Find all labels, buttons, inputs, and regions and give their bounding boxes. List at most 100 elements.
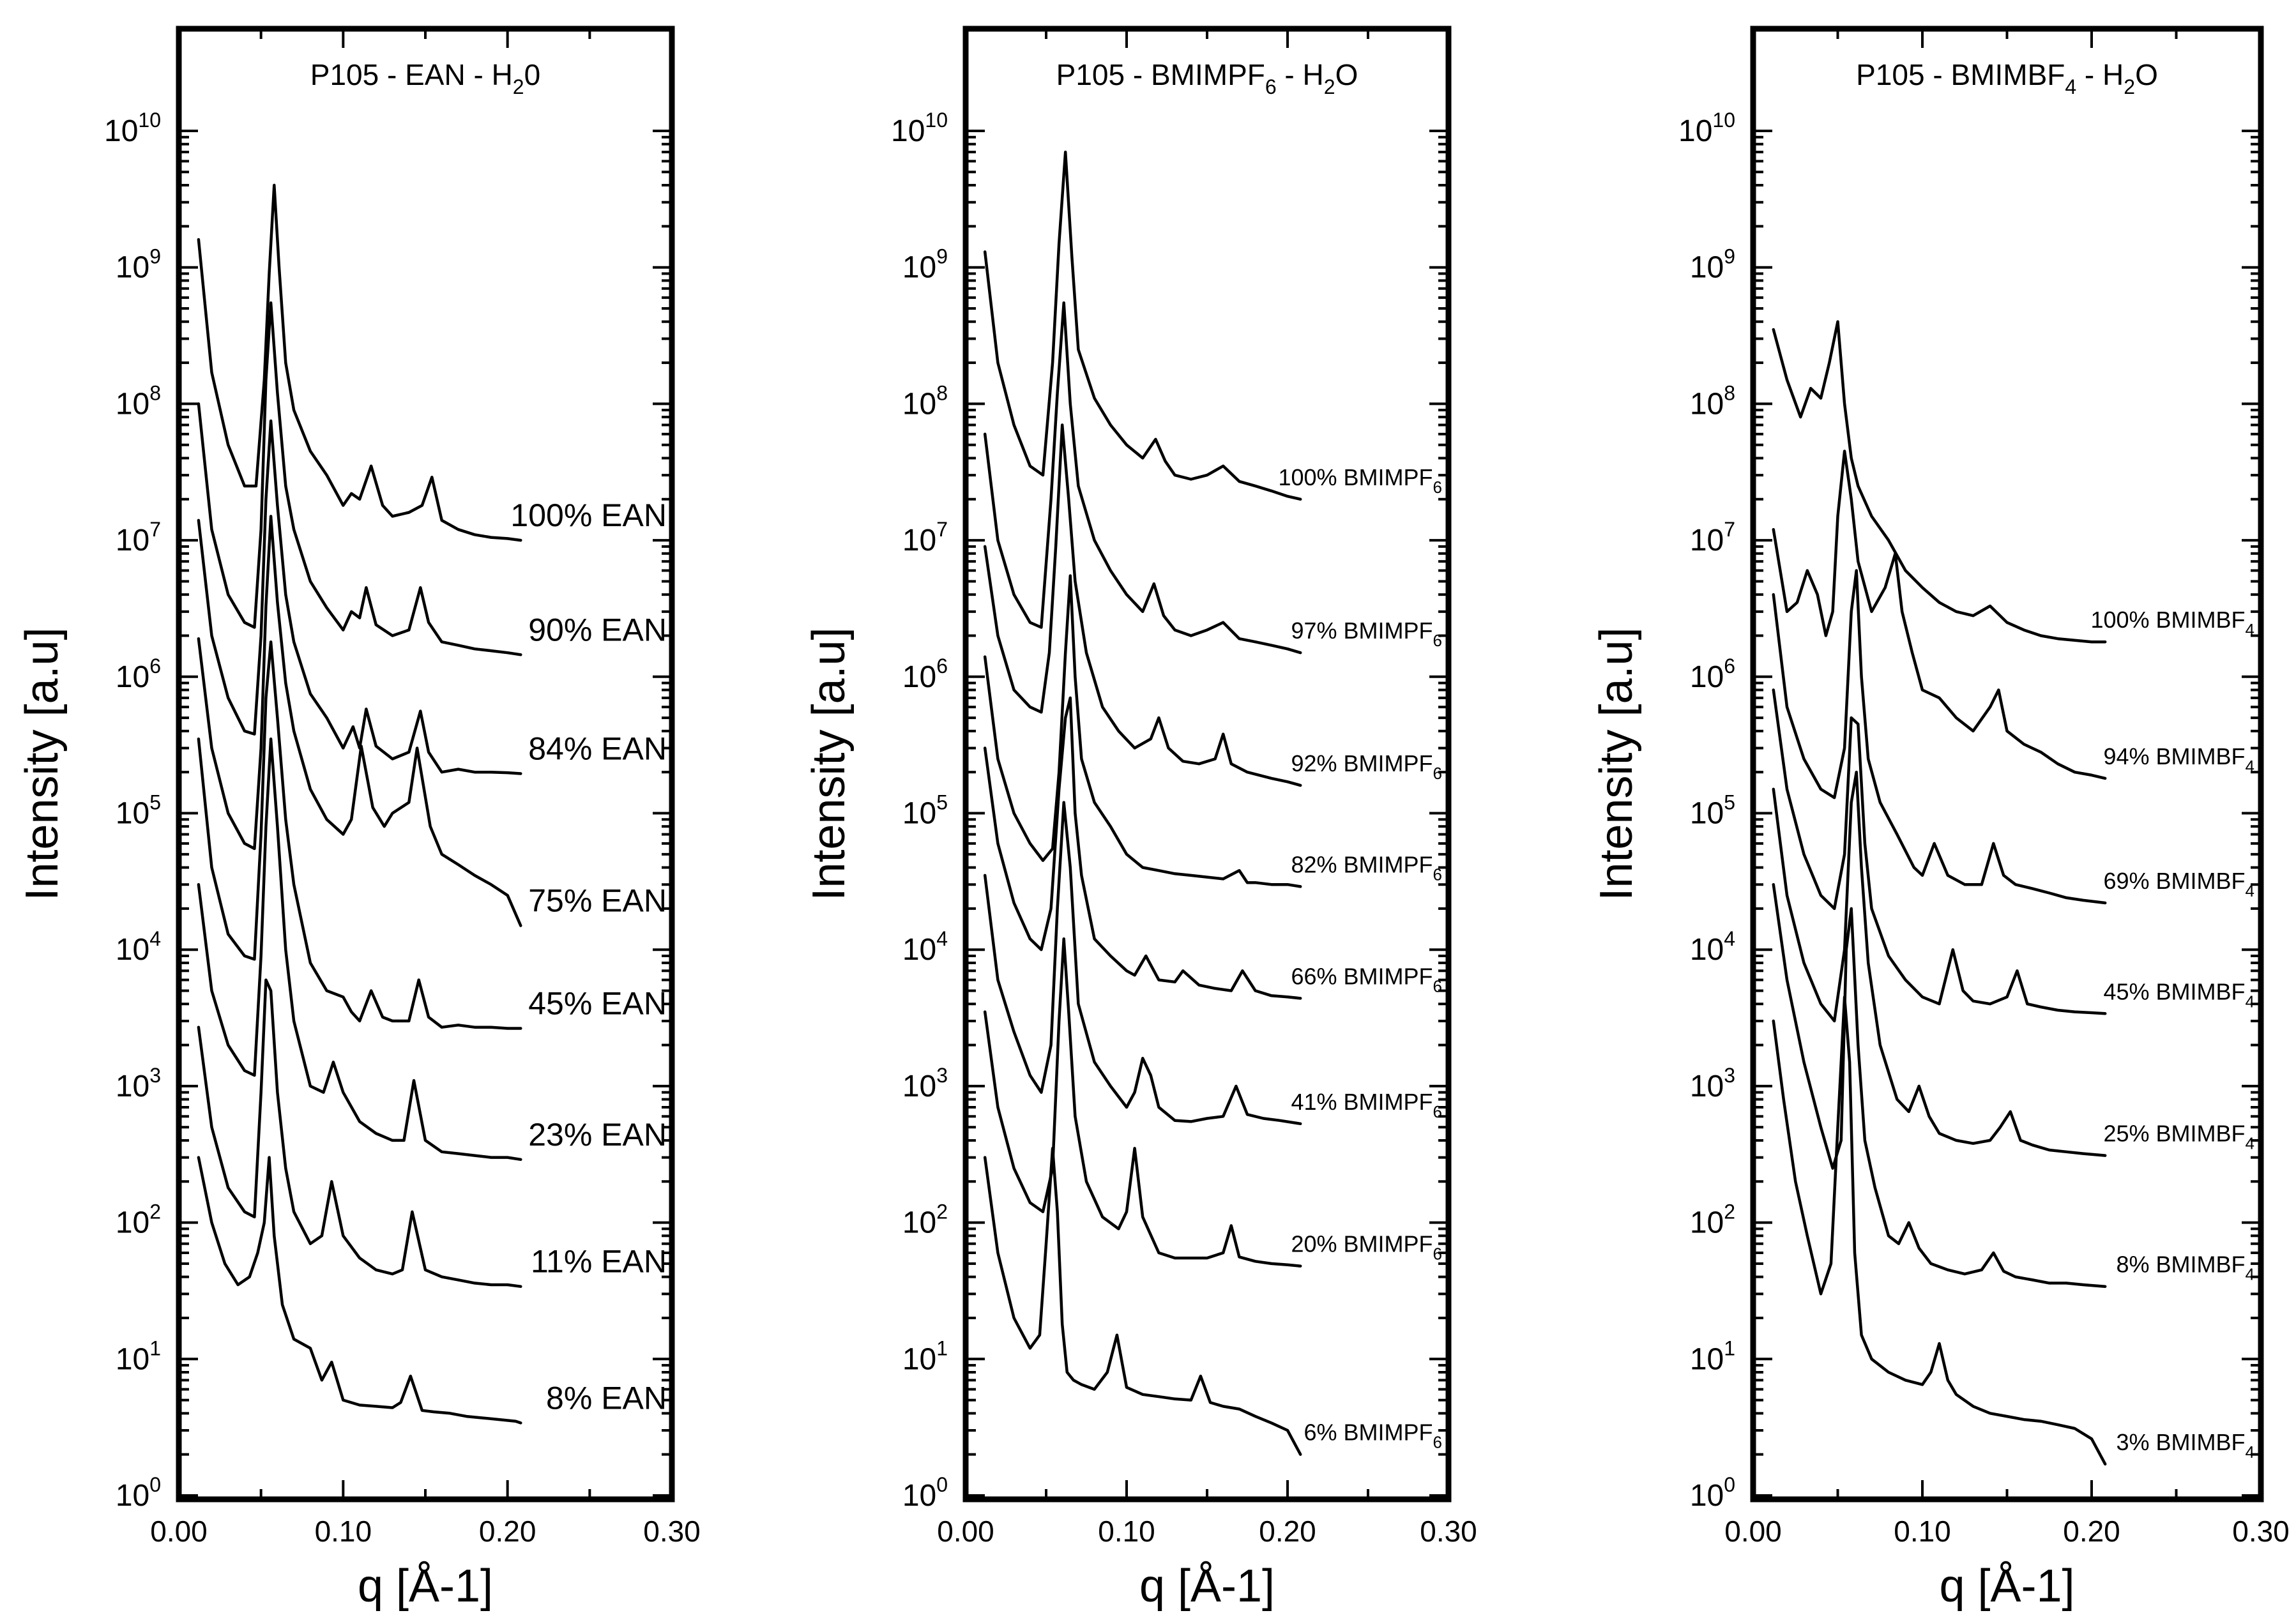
y-tick-base: 10 xyxy=(1690,797,1724,831)
y-tick-exponent: 3 xyxy=(149,1064,161,1087)
y-tick-label: 105 xyxy=(902,791,948,831)
y-tick-base: 10 xyxy=(902,933,936,967)
y-tick-exponent: 4 xyxy=(149,927,161,950)
y-tick-exponent: 2 xyxy=(1724,1200,1735,1223)
y-tick-exponent: 1 xyxy=(1724,1336,1735,1359)
chart-title: P105 - EAN - H20 xyxy=(310,58,540,98)
y-tick-label: 102 xyxy=(1690,1200,1735,1240)
chart-title-main: P105 - BMIMBF xyxy=(1856,58,2065,91)
y-tick-label: 100 xyxy=(116,1473,161,1513)
series-label-text: 25% BMIMBF xyxy=(2103,1121,2245,1147)
y-tick-base: 10 xyxy=(116,524,149,557)
series-line-7 xyxy=(983,937,1302,1268)
series-label: 66% BMIMPF6 xyxy=(1291,963,1442,995)
series-label-sub: 6 xyxy=(1433,865,1442,884)
series-label-sub: 4 xyxy=(2246,881,2254,900)
series-label-text: 45% BMIMBF xyxy=(2103,978,2245,1004)
x-axis-label: q [Å-1] xyxy=(358,1561,493,1612)
series-label: 3% BMIMBF4 xyxy=(2117,1429,2255,1462)
chart-title-sub: 4 xyxy=(2065,75,2076,98)
y-tick-label: 101 xyxy=(902,1336,948,1376)
y-tick-base: 10 xyxy=(116,660,149,694)
y-tick-exponent: 5 xyxy=(936,791,948,814)
series-label-text: 11% EAN xyxy=(531,1244,667,1280)
chart-title-end: - H xyxy=(1277,58,1324,91)
y-tick-base: 10 xyxy=(902,797,936,831)
series-label: 6% BMIMPF6 xyxy=(1304,1419,1443,1452)
y-tick-label: 109 xyxy=(116,245,161,285)
series-label: 69% BMIMBF4 xyxy=(2103,868,2254,900)
y-tick-label: 106 xyxy=(902,655,948,694)
series-label-text: 100% BMIMPF xyxy=(1278,464,1433,490)
series-label-text: 66% BMIMPF xyxy=(1291,963,1433,989)
series-line-6 xyxy=(983,801,1302,1126)
y-tick-exponent: 5 xyxy=(149,791,161,814)
series-label: 100% EAN xyxy=(510,497,667,533)
y-tick-label: 106 xyxy=(1690,655,1735,694)
y-tick-exponent: 0 xyxy=(1724,1473,1735,1496)
y-tick-base: 10 xyxy=(1690,1479,1724,1513)
y-tick-label: 100 xyxy=(1690,1473,1735,1513)
series-label: 90% EAN xyxy=(528,612,667,647)
y-tick-label: 101 xyxy=(1690,1336,1735,1376)
series-line-2 xyxy=(197,301,522,656)
y-tick-exponent: 10 xyxy=(925,109,948,132)
series-label-text: 8% EAN xyxy=(546,1380,667,1416)
y-tick-exponent: 6 xyxy=(149,655,161,678)
series-label-sub: 4 xyxy=(2246,757,2254,776)
y-tick-exponent: 1 xyxy=(149,1336,161,1359)
y-tick-base: 10 xyxy=(1690,660,1724,694)
x-tick-label: 0.30 xyxy=(643,1515,701,1548)
y-tick-label: 1010 xyxy=(104,109,161,148)
y-tick-label: 104 xyxy=(116,927,161,967)
chart-title-sub: 6 xyxy=(1265,75,1277,98)
chart-title-end: 0 xyxy=(524,58,541,91)
chart-title: P105 - BMIMPF6 - H2O xyxy=(1056,58,1358,98)
y-tick-exponent: 9 xyxy=(149,245,161,268)
x-axis-label: q [Å-1] xyxy=(1939,1561,2074,1612)
x-tick-label: 0.20 xyxy=(479,1515,536,1548)
y-tick-exponent: 9 xyxy=(936,245,948,268)
chart-title-sub2: 2 xyxy=(2124,75,2135,98)
series-label-text: 92% BMIMPF xyxy=(1291,750,1433,776)
chart-title: P105 - BMIMBF4 - H2O xyxy=(1856,58,2158,98)
x-tick-label: 0.00 xyxy=(150,1515,208,1548)
y-tick-label: 108 xyxy=(902,381,948,421)
x-tick-label: 0.00 xyxy=(937,1515,994,1548)
x-tick-label: 0.30 xyxy=(2232,1515,2290,1548)
y-tick-exponent: 7 xyxy=(936,518,948,541)
series-line-2 xyxy=(983,301,1302,655)
chart-title-end2: O xyxy=(1335,58,1358,91)
series-label-text: 6% BMIMPF xyxy=(1304,1419,1433,1446)
y-tick-base: 10 xyxy=(116,1479,149,1513)
y-tick-label: 102 xyxy=(902,1200,948,1240)
series-line-4 xyxy=(983,574,1302,888)
series-label: 23% EAN xyxy=(528,1117,667,1153)
series-label-text: 100% EAN xyxy=(510,497,667,533)
x-tick-label: 0.10 xyxy=(1098,1515,1155,1548)
series-label-text: 23% EAN xyxy=(528,1117,667,1153)
y-tick-base: 10 xyxy=(104,114,138,148)
y-tick-exponent: 3 xyxy=(936,1064,948,1087)
series-label-sub: 6 xyxy=(1433,631,1442,650)
x-tick-label: 0.30 xyxy=(1420,1515,1477,1548)
y-tick-base: 10 xyxy=(116,1070,149,1103)
y-tick-base: 10 xyxy=(1690,933,1724,967)
series-label-sub: 4 xyxy=(2246,992,2254,1011)
series-line-7 xyxy=(1772,995,2107,1466)
series-label-text: 75% EAN xyxy=(528,883,667,919)
y-tick-base: 10 xyxy=(1690,1342,1724,1376)
y-tick-label: 107 xyxy=(116,518,161,557)
y-tick-base: 10 xyxy=(891,114,925,148)
y-tick-base: 10 xyxy=(1690,251,1724,285)
x-tick-label: 0.10 xyxy=(315,1515,372,1548)
series-line-5 xyxy=(197,640,522,1030)
series-line-6 xyxy=(1772,882,2107,1288)
series-label-sub: 4 xyxy=(2246,1442,2254,1462)
chart-title-sub: 2 xyxy=(513,75,524,98)
series-label-text: 94% BMIMBF xyxy=(2103,743,2245,769)
y-tick-base: 10 xyxy=(902,251,936,285)
y-tick-base: 10 xyxy=(116,933,149,967)
y-tick-base: 10 xyxy=(902,660,936,694)
y-tick-label: 103 xyxy=(116,1064,161,1103)
